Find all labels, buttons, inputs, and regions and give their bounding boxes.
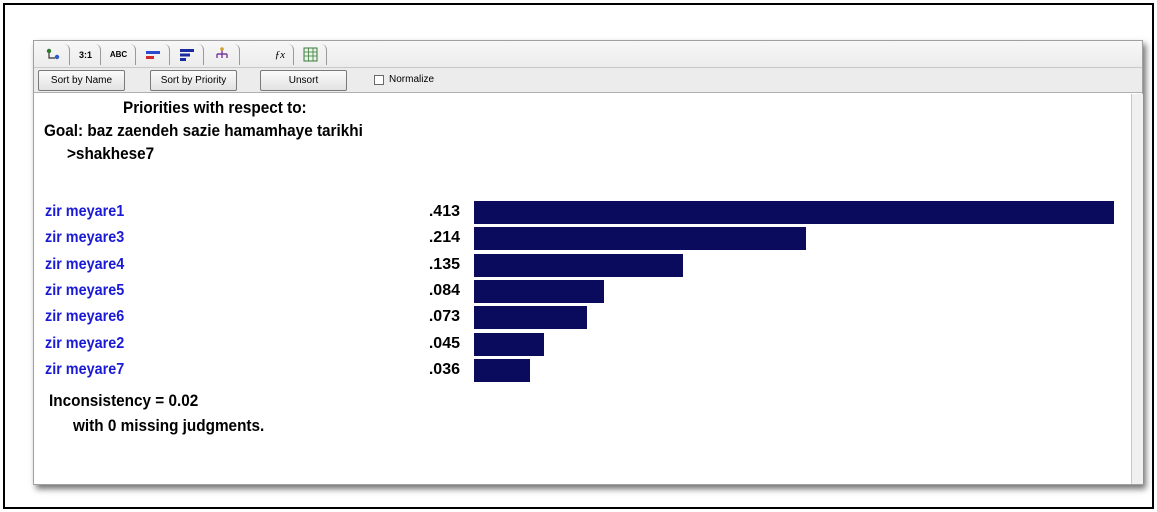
row-value: .036 bbox=[428, 360, 460, 378]
row-value: .084 bbox=[428, 281, 460, 299]
view-tabs: 3:1 ABC ƒx bbox=[34, 41, 1142, 68]
priority-bar bbox=[474, 253, 683, 277]
sort-by-priority-button[interactable]: Sort by Priority bbox=[150, 70, 237, 91]
row-label: zir meyare2 bbox=[45, 334, 125, 352]
tab-bar-graph[interactable] bbox=[137, 44, 170, 65]
toolbar: Sort by Name Sort by Priority Unsort Nor… bbox=[34, 68, 1142, 93]
tab-tree[interactable] bbox=[36, 44, 70, 65]
goal-line: Goal: baz zaendeh sazie hamamhaye tarikh… bbox=[44, 121, 363, 140]
vertical-scrollbar[interactable] bbox=[1131, 94, 1143, 484]
results-panel: Priorities with respect to: Goal: baz za… bbox=[34, 94, 1131, 484]
formula-icon: ƒx bbox=[274, 48, 285, 61]
tab-formula[interactable]: ƒx bbox=[241, 44, 294, 65]
tab-pairwise[interactable]: 3:1 bbox=[71, 44, 101, 65]
table-icon bbox=[303, 47, 318, 62]
bars-sorted-icon bbox=[180, 48, 194, 61]
row-label: zir meyare7 bbox=[45, 360, 125, 378]
priority-bar bbox=[474, 227, 806, 251]
hierarchy-icon bbox=[216, 46, 228, 58]
row-label: zir meyare3 bbox=[45, 229, 125, 247]
tab-abc[interactable]: ABC bbox=[102, 44, 136, 65]
tab-abc-label: ABC bbox=[109, 50, 128, 59]
tab-table[interactable] bbox=[295, 44, 327, 65]
priority-bar bbox=[474, 306, 587, 330]
tab-bars-sorted[interactable] bbox=[171, 44, 204, 65]
priority-bar bbox=[474, 358, 530, 382]
tab-hierarchy[interactable] bbox=[205, 44, 240, 65]
normalize-option[interactable]: Normalize bbox=[374, 74, 434, 85]
row-label: zir meyare6 bbox=[45, 308, 125, 326]
row-value: .413 bbox=[428, 203, 460, 220]
node-path: >shakhese7 bbox=[67, 144, 155, 163]
priority-bar bbox=[474, 279, 604, 303]
unsort-button[interactable]: Unsort bbox=[260, 70, 347, 91]
sort-by-name-button[interactable]: Sort by Name bbox=[38, 70, 125, 91]
row-label: zir meyare4 bbox=[45, 255, 125, 273]
inconsistency-text: Inconsistency = 0.02 bbox=[49, 391, 199, 410]
row-value: .135 bbox=[428, 255, 460, 273]
tab-pairwise-label: 3:1 bbox=[78, 49, 92, 60]
normalize-checkbox[interactable] bbox=[374, 74, 384, 85]
priority-bar bbox=[474, 201, 1114, 224]
row-value: .073 bbox=[428, 308, 460, 326]
row-label: zir meyare5 bbox=[45, 281, 125, 299]
priorities-window: 3:1 ABC ƒx bbox=[33, 40, 1143, 485]
priorities-heading: Priorities with respect to: bbox=[123, 98, 307, 117]
row-label: zir meyare1 bbox=[45, 203, 125, 220]
normalize-label: Normalize bbox=[389, 74, 435, 85]
row-value: .045 bbox=[428, 334, 460, 352]
tree-icon bbox=[46, 48, 59, 59]
bar-graph-icon bbox=[146, 50, 160, 59]
priority-bar bbox=[474, 332, 544, 356]
missing-judgments-text: with 0 missing judgments. bbox=[73, 416, 265, 435]
row-value: .214 bbox=[428, 229, 460, 247]
